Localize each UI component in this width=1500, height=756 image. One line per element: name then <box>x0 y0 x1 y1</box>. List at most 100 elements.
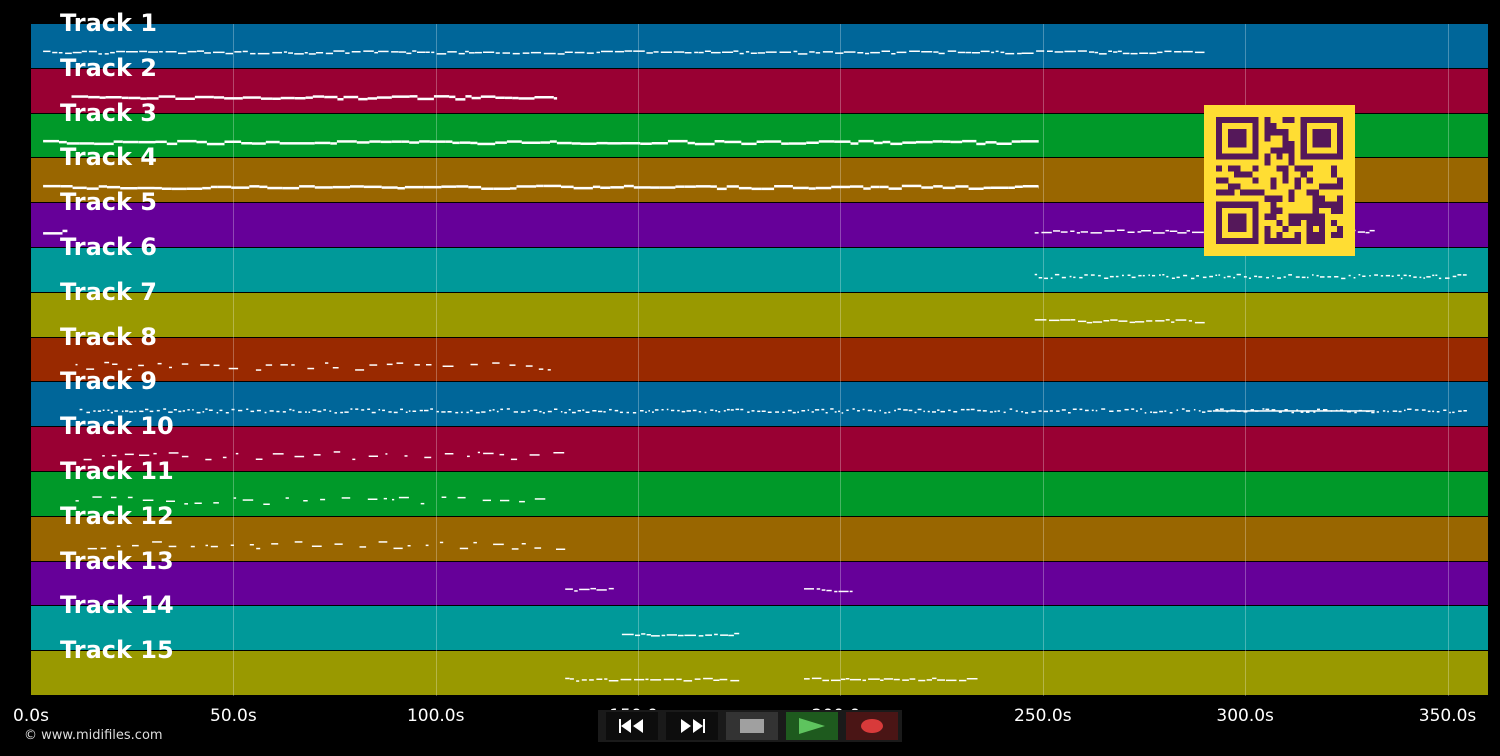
note <box>512 52 520 55</box>
note <box>619 411 623 414</box>
note <box>363 185 382 189</box>
note <box>1419 276 1422 279</box>
note <box>684 634 696 637</box>
rewind-button[interactable] <box>606 712 658 740</box>
note <box>500 408 503 411</box>
note <box>1369 229 1375 232</box>
track-lane[interactable] <box>31 427 1488 472</box>
note <box>1166 275 1169 278</box>
note <box>1272 275 1274 277</box>
qr-code[interactable] <box>1204 105 1355 256</box>
note <box>1131 276 1136 279</box>
note <box>556 548 566 550</box>
note <box>153 452 157 455</box>
note <box>168 452 179 454</box>
track-lane[interactable] <box>31 516 1488 562</box>
note <box>1202 276 1207 279</box>
note <box>206 142 225 146</box>
note <box>1034 273 1038 276</box>
note <box>564 411 567 414</box>
stop-button[interactable] <box>726 712 778 740</box>
note <box>582 409 585 411</box>
note <box>888 411 891 414</box>
note <box>694 678 701 680</box>
gridline <box>435 24 437 696</box>
track-lane[interactable] <box>31 337 1488 383</box>
note <box>142 499 154 501</box>
note <box>455 98 466 101</box>
note <box>1408 275 1411 277</box>
note <box>870 185 880 189</box>
note <box>1054 273 1060 276</box>
note <box>184 503 188 505</box>
note <box>996 142 1012 145</box>
note <box>495 96 505 99</box>
note <box>654 409 659 411</box>
note <box>534 547 542 549</box>
note <box>538 368 544 370</box>
track-lane[interactable] <box>31 292 1488 338</box>
fast-forward-button[interactable] <box>666 712 718 740</box>
note <box>460 411 463 414</box>
note <box>233 497 237 499</box>
note <box>261 97 273 100</box>
note <box>1202 411 1206 413</box>
note <box>311 545 322 547</box>
note <box>465 95 472 98</box>
track-lane[interactable] <box>31 24 1488 69</box>
record-button[interactable] <box>846 712 898 740</box>
note <box>367 408 371 410</box>
note <box>317 410 322 413</box>
note <box>598 410 603 413</box>
note <box>1153 411 1158 414</box>
note <box>932 677 937 680</box>
note <box>140 97 147 100</box>
note <box>320 498 326 501</box>
note <box>506 408 510 410</box>
note <box>985 141 997 144</box>
note <box>190 545 195 548</box>
note <box>671 409 675 412</box>
note <box>100 547 107 550</box>
note <box>1044 277 1048 280</box>
note <box>122 140 139 144</box>
note <box>1162 274 1165 276</box>
track-lane[interactable] <box>31 651 1488 696</box>
note <box>272 51 282 54</box>
note <box>510 187 517 190</box>
note <box>489 409 492 412</box>
note <box>406 52 412 55</box>
note <box>246 408 249 410</box>
note <box>398 51 407 53</box>
play-button[interactable] <box>786 712 838 740</box>
note <box>282 186 300 190</box>
track-lane[interactable] <box>31 606 1488 652</box>
note <box>633 186 651 189</box>
note <box>334 412 337 414</box>
note <box>1064 50 1076 53</box>
track-lane[interactable] <box>31 561 1488 607</box>
note <box>378 50 389 53</box>
note <box>1436 411 1440 413</box>
note <box>94 142 114 146</box>
note <box>849 678 861 681</box>
track-lane[interactable] <box>31 472 1488 517</box>
note <box>718 411 721 413</box>
note <box>695 185 711 188</box>
note <box>1085 409 1089 412</box>
note <box>1150 411 1153 413</box>
note <box>857 410 860 412</box>
note <box>542 412 545 414</box>
note <box>965 51 972 54</box>
note <box>1223 276 1226 279</box>
track-lane[interactable] <box>31 382 1488 428</box>
note <box>667 139 688 143</box>
note <box>496 410 499 413</box>
note <box>834 411 837 413</box>
note <box>694 51 698 54</box>
note <box>205 408 208 410</box>
note <box>821 589 826 591</box>
note-span <box>43 139 1039 146</box>
note <box>1392 410 1398 412</box>
note <box>1175 319 1187 321</box>
